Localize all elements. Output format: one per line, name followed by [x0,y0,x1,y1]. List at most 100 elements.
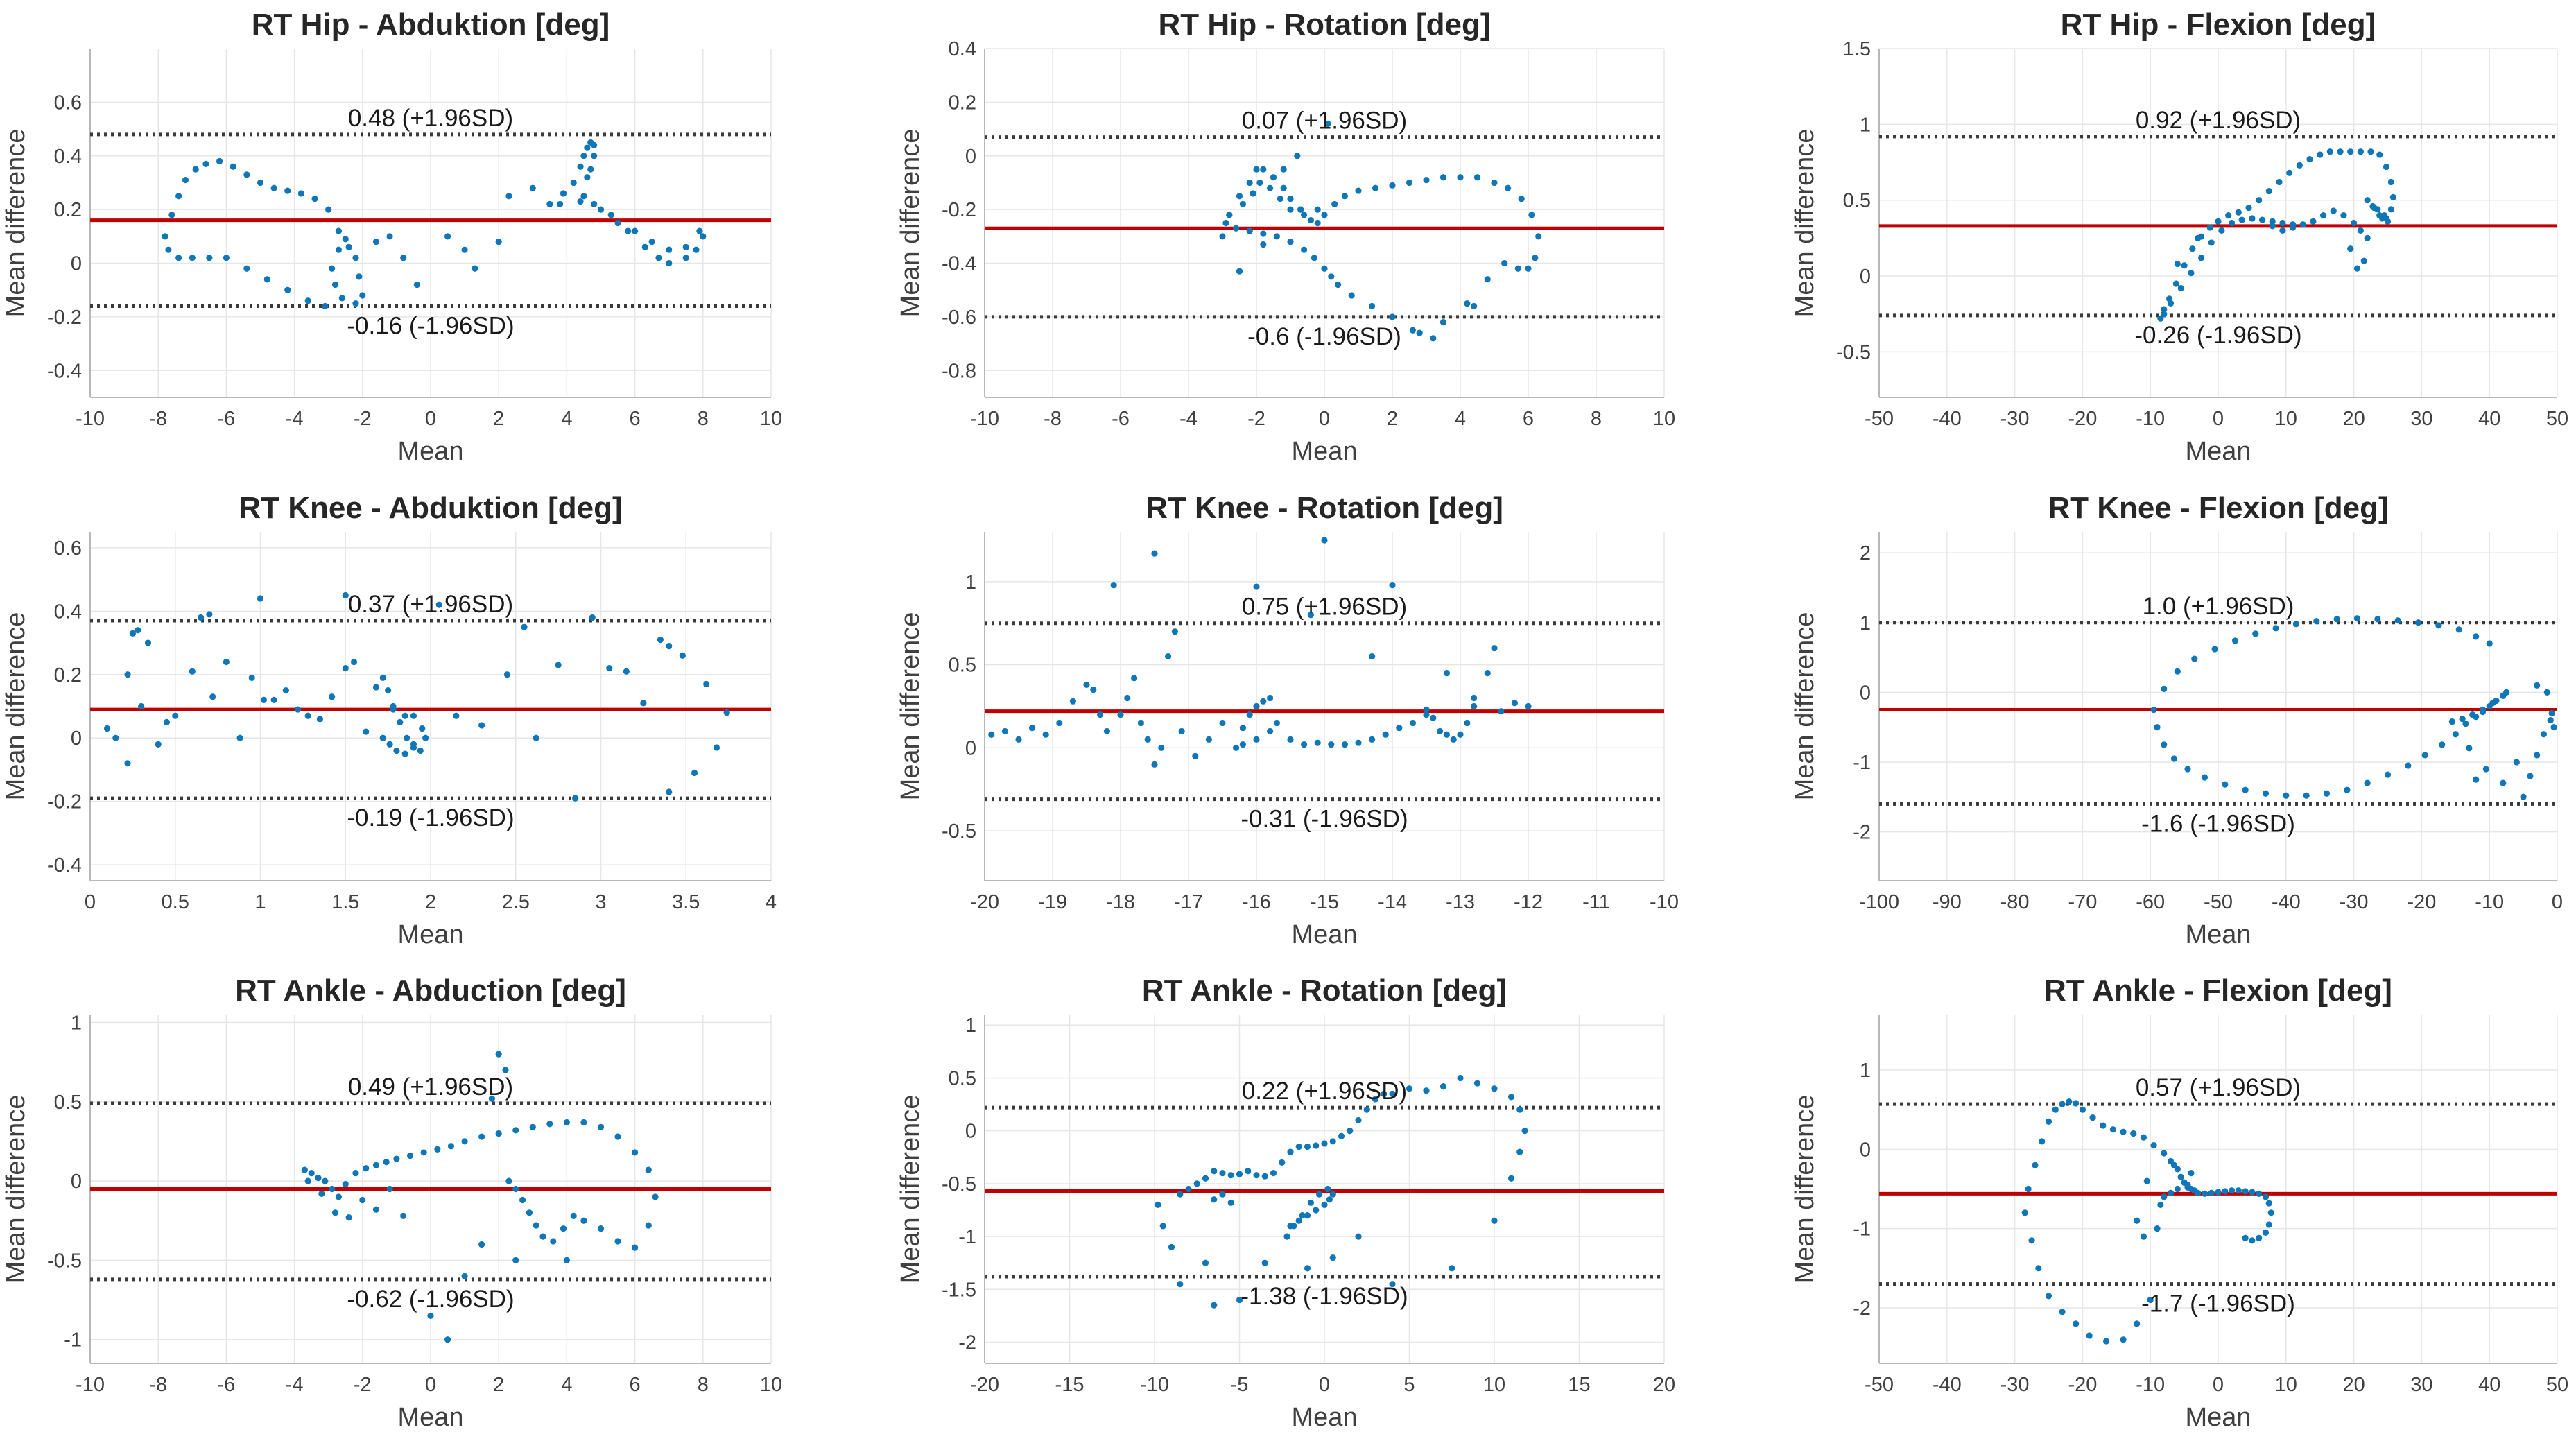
x-axis-label: Mean [1291,437,1357,466]
x-tick-label: 1 [254,891,266,913]
data-point [1226,212,1233,218]
data-point [1233,744,1240,751]
y-axis-label: Mean difference [1,612,31,801]
data-point [1137,719,1144,727]
data-point [165,246,172,253]
data-point [2161,685,2168,692]
data-point [512,1185,519,1193]
x-tick-label: 3 [595,891,606,913]
x-tick-label: -20 [970,1374,999,1396]
chart-title: RT Ankle - Flexion [deg] [2044,974,2392,1008]
x-tick-label: 4 [1455,408,1466,430]
data-point [1301,741,1308,748]
data-point [584,174,591,181]
data-point [2249,215,2256,222]
data-point [2256,197,2263,204]
data-point [2235,209,2242,216]
y-tick-label: -0.8 [942,360,976,382]
y-axis-label: Mean difference [896,1095,925,1284]
x-tick-label: 10 [760,1374,782,1396]
data-point [2201,774,2208,781]
y-tick-label: 2 [1860,542,1871,564]
data-point [1304,1143,1311,1150]
data-point [2120,1128,2127,1135]
data-point [1280,166,1287,173]
data-point [1389,182,1396,189]
data-point [533,1222,539,1229]
data-point [192,166,199,173]
x-tick-label: 8 [698,408,709,430]
data-point [1267,184,1274,191]
data-point [1205,736,1212,743]
data-point [2161,306,2168,313]
data-point [422,734,429,741]
data-point [589,614,596,621]
data-point [2503,689,2510,696]
data-point [1348,292,1355,299]
data-point [2143,1177,2150,1184]
x-tick-label: -8 [1044,408,1062,430]
data-point [1253,702,1260,710]
x-tick-label: 3.5 [672,891,700,913]
data-point [614,1133,621,1140]
data-point [2482,766,2489,773]
data-point [1316,1191,1323,1198]
x-tick-label: -2 [354,1374,372,1396]
data-point [2073,1100,2080,1107]
x-tick-label: 0 [425,408,436,430]
data-point [2197,255,2205,261]
data-point [580,193,587,200]
data-point [1151,550,1158,557]
data-point [1155,1201,1161,1208]
data-point [1304,1265,1311,1272]
data-point [2540,731,2548,738]
data-points [2150,615,2557,800]
data-point [1321,1201,1328,1208]
upper-limit-label: 0.49 (+1.96SD) [348,1073,513,1101]
chart-title: RT Ankle - Abduction [deg] [235,974,626,1008]
data-point [461,246,468,253]
data-point [632,1244,639,1251]
data-point [1270,174,1277,181]
data-point [2376,151,2383,158]
data-point [1347,1128,1354,1135]
data-point [1389,1090,1396,1097]
data-point [1239,741,1246,748]
data-point [372,238,380,245]
lower-limit-label: -0.62 (-1.96SD) [347,1286,514,1313]
upper-limit-label: 0.37 (+1.96SD) [348,591,513,618]
data-point [1250,190,1256,197]
data-point [329,1185,336,1193]
data-point [1290,1223,1297,1230]
data-point [2177,1173,2184,1180]
x-tick-label: -15 [1055,1374,1084,1396]
x-tick-label: 6 [630,1374,641,1396]
chart-panel-4: 0 0.5 1 1.5 2 2.5 3 3.5 4 -0.4 -0.2 0 0.2 0.4 0.6 0.37 … [1,491,777,949]
data-point [1443,669,1450,677]
data-point [1253,736,1260,743]
data-point [2208,239,2215,246]
data-point [206,255,213,261]
y-tick-label: -1 [1853,752,1871,774]
data-point [393,747,400,754]
x-tick-label: -10 [2136,408,2165,430]
data-point [397,718,404,725]
data-point [2313,618,2320,625]
data-point [1299,1212,1306,1219]
data-point [2174,668,2181,675]
data-point [2170,1162,2178,1168]
data-point [1457,1074,1464,1082]
x-tick-label: 4 [766,891,777,913]
data-point [1236,1171,1243,1177]
data-point [2228,1187,2236,1194]
data-point [2357,148,2364,155]
data-point [2161,1193,2168,1200]
x-axis-label: Mean [1291,920,1357,949]
data-point [652,1193,659,1200]
data-point [2262,1229,2270,1236]
data-point [2195,234,2202,241]
data-point [2265,1200,2272,1207]
data-point [584,144,591,151]
data-point [1117,711,1124,718]
x-tick-label: -30 [2000,408,2030,430]
